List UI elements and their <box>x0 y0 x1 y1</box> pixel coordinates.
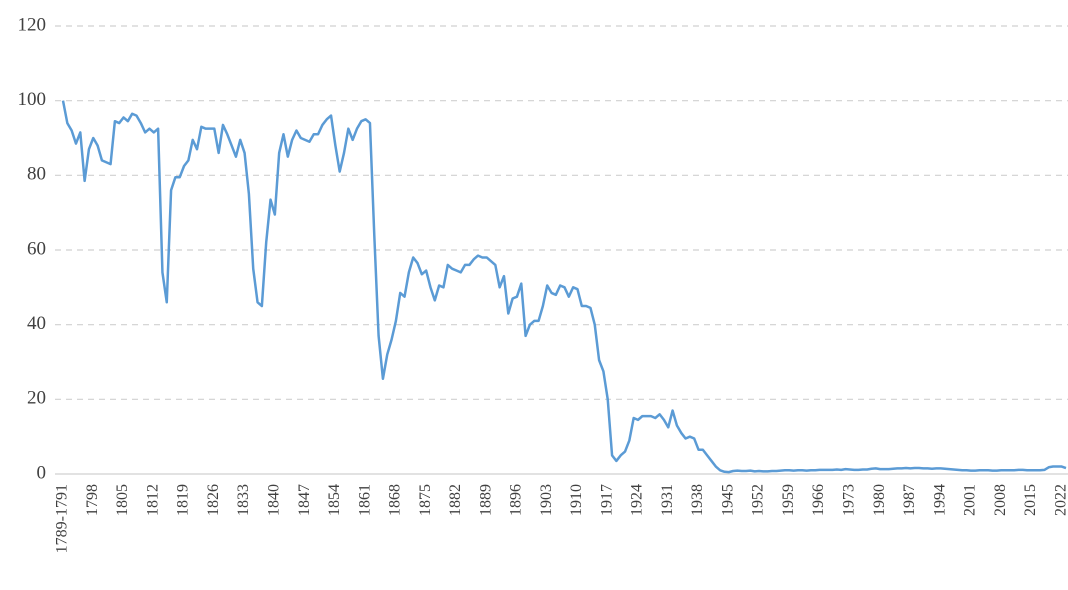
x-tick-label: 1896 <box>508 484 525 516</box>
x-tick-label: 1854 <box>326 484 343 516</box>
x-tick-label: 1833 <box>235 484 252 516</box>
x-tick-label: 1875 <box>417 484 434 516</box>
x-tick-label: 1889 <box>477 484 494 516</box>
x-tick-label: 1798 <box>84 484 101 516</box>
x-tick-label: 1840 <box>266 484 283 516</box>
x-tick-label: 1819 <box>175 484 192 516</box>
x-tick-label: 1847 <box>296 484 313 516</box>
x-tick-label: 1861 <box>356 484 373 516</box>
x-tick-label: 1868 <box>387 484 404 516</box>
x-tick-label: 1924 <box>629 484 646 516</box>
x-tick-label: 1952 <box>750 484 767 516</box>
y-tick-label: 80 <box>27 164 46 185</box>
x-tick-label: 2015 <box>1022 484 1039 516</box>
x-tick-label: 2001 <box>962 484 979 516</box>
x-tick-label: 1882 <box>447 484 464 516</box>
x-tick-label: 1959 <box>780 484 797 516</box>
y-tick-label: 60 <box>27 238 46 259</box>
x-tick-label: 1966 <box>810 484 827 516</box>
x-tick-label: 1938 <box>689 484 706 516</box>
x-tick-label: 1931 <box>659 484 676 516</box>
x-tick-label: 1789-1791 <box>54 484 71 553</box>
y-tick-label: 100 <box>18 89 47 110</box>
y-tick-label: 120 <box>18 14 47 35</box>
x-tick-label: 1903 <box>538 484 555 516</box>
x-tick-label: 1980 <box>871 484 888 516</box>
y-tick-label: 20 <box>27 388 46 409</box>
x-tick-label: 2022 <box>1052 484 1068 516</box>
x-tick-label: 1987 <box>901 484 918 516</box>
x-tick-label: 1973 <box>841 484 858 516</box>
x-tick-label: 1805 <box>114 484 131 516</box>
x-tick-label: 2008 <box>992 484 1009 516</box>
x-tick-label: 1917 <box>598 484 615 516</box>
x-tick-label: 1945 <box>719 484 736 516</box>
data-line <box>61 100 1067 474</box>
x-tick-label: 1910 <box>568 484 585 516</box>
y-tick-label: 40 <box>27 313 46 334</box>
x-tick-label: 1826 <box>205 484 222 516</box>
y-tick-label: 0 <box>37 462 47 483</box>
x-tick-label: 1994 <box>931 484 948 516</box>
x-tick-label: 1812 <box>144 484 161 516</box>
